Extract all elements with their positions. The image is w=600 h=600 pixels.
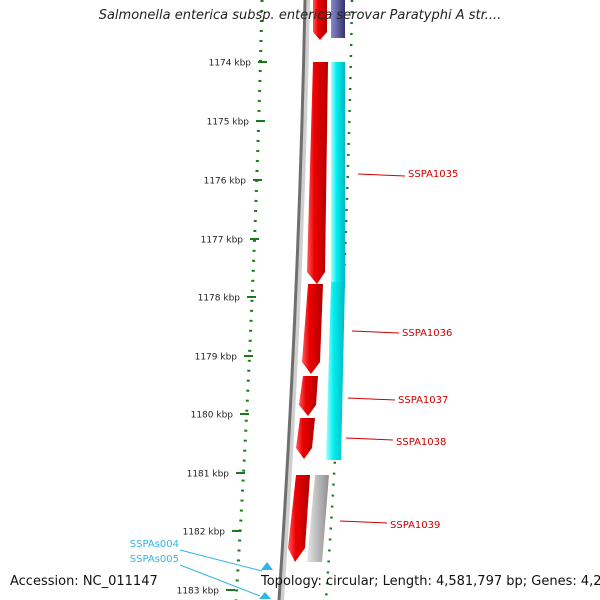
scale-ticks: 1174 kbp 1175 kbp 1176 kbp 1177 kbp 1178 kbp… xyxy=(177,59,267,597)
scale-tick-label: 1176 kbp xyxy=(204,177,247,187)
scale-tick-label: 1179 kbp xyxy=(195,353,238,363)
backbone-line xyxy=(277,0,307,600)
gene-leader-line xyxy=(345,437,394,441)
map-title: Salmonella enterica subsp. enterica sero… xyxy=(98,8,502,23)
scale-tick-label: 1177 kbp xyxy=(201,236,244,246)
gene-label[interactable]: SSPA1036 xyxy=(402,328,452,339)
gene-leader-line xyxy=(351,330,400,334)
scale-tick-label: 1181 kbp xyxy=(187,470,230,480)
gene-label[interactable]: SSPA1038 xyxy=(396,437,446,448)
scale-tick-label: 1178 kbp xyxy=(198,294,241,304)
srna-marker-1 xyxy=(261,562,273,570)
scale-tick-label: 1183 kbp xyxy=(177,587,220,597)
scale-tick-label: 1175 kbp xyxy=(207,118,250,128)
feature-labels: SSPA1035 SSPA1036 SSPA1037 SSPA1038 SSPA1039… xyxy=(130,169,458,597)
cds-sspa1036-forward xyxy=(302,284,323,374)
srna-leader-line xyxy=(179,564,261,597)
cds-top-forward xyxy=(313,0,327,40)
srna-label[interactable]: SSPAs004 xyxy=(130,539,179,550)
accession-text: Accession: NC_011147 xyxy=(10,574,158,589)
cds-sspa1035-reverse xyxy=(331,62,345,282)
srna-leader-line xyxy=(179,549,263,572)
cds-sspa1039-pseudo xyxy=(307,475,329,562)
outer-dotted-ring xyxy=(234,0,264,600)
gene-label[interactable]: SSPA1035 xyxy=(408,169,458,180)
gene-leader-line xyxy=(357,173,406,177)
backbone-shadow xyxy=(278,0,310,600)
cds-sspa1036-reverse xyxy=(326,282,345,460)
scale-tick-label: 1180 kbp xyxy=(191,411,234,421)
cds-top-dark xyxy=(331,0,345,38)
cds-sspa1039-forward xyxy=(288,475,310,562)
gene-label[interactable]: SSPA1037 xyxy=(398,395,448,406)
scale-tick-label: 1182 kbp xyxy=(183,528,226,538)
srna-label[interactable]: SSPAs005 xyxy=(130,554,179,565)
gene-leader-line xyxy=(339,520,388,524)
cds-sspa1038-forward xyxy=(296,418,315,459)
cds-sspa1037-forward xyxy=(299,376,318,416)
gene-leader-line xyxy=(347,397,396,401)
topology-text: Topology: circular; Length: 4,581,797 bp… xyxy=(261,574,600,589)
cds-sspa1035-forward xyxy=(307,62,328,284)
gene-label[interactable]: SSPA1039 xyxy=(390,520,440,531)
scale-tick-label: 1174 kbp xyxy=(209,59,252,69)
srna-marker-2 xyxy=(259,592,271,599)
